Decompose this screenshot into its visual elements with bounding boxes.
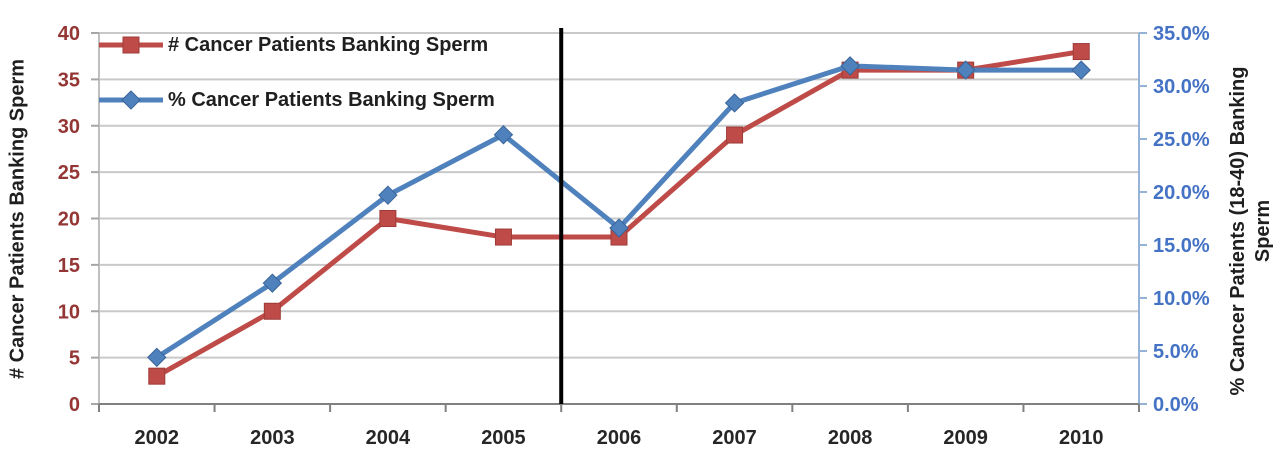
count-series-marker [148,367,166,385]
percent-series-marker [955,60,976,80]
right-axis-tick-label: 30.0% [1153,76,1210,98]
blue-diamond-line-sample-icon [99,90,163,110]
left-axis-tick-label: 30 [58,116,80,138]
left-axis-tick-label: 10 [58,301,80,323]
left-axis-tick-label: 35 [58,69,80,91]
percent-series-marker [262,273,283,293]
right-axis-tick-label: 5.0% [1153,341,1199,363]
percent-series-marker [724,93,745,113]
count-series-marker [494,228,512,246]
right-axis-tick-label: 20.0% [1153,182,1210,204]
percent-series-marker [493,125,514,145]
count-series-marker [379,210,397,227]
percent-series-marker [840,56,860,76]
right-axis-title: % Cancer Patients (18-40) Banking Sperm [1226,67,1276,396]
left-axis-tick-label: 15 [58,255,80,277]
right-axis-title-line-2: Sperm [1252,199,1274,263]
left-axis-tick-label: 25 [58,162,80,184]
percent-series-marker [147,347,167,368]
x-axis-label: 2007 [712,427,757,449]
right-axis-tick-label: 35.0% [1153,23,1210,45]
right-axis-tick-label: 10.0% [1153,288,1210,310]
left-axis-tick-label: 0 [69,394,80,416]
count-series-marker [726,126,744,144]
x-axis-label: 2008 [828,427,873,449]
left-axis-tick-label: 5 [69,348,80,370]
legend-item-count-series: # Cancer Patients Banking Sperm [99,33,488,57]
left-axis-title: # Cancer Patients Banking Sperm [6,58,29,380]
percent-series-marker [609,218,629,238]
x-axis-label: 2006 [597,427,642,449]
x-axis-label: 2010 [1059,427,1104,449]
left-axis-tick-label: 20 [58,209,80,231]
right-axis-tick-label: 25.0% [1153,129,1210,151]
x-axis-label: 2009 [943,427,988,449]
legend-label-percent-series: % Cancer Patients Banking Sperm [168,88,495,111]
x-axis-label: 2003 [250,427,295,449]
legend-item-percent-series: % Cancer Patients Banking Sperm [99,88,495,112]
x-axis-label: 2004 [366,427,411,449]
percent-series-marker [378,185,398,205]
legend-label-count-series: # Cancer Patients Banking Sperm [168,33,489,56]
left-axis-tick-label: 40 [58,23,80,45]
count-series-marker [263,302,281,320]
right-axis-title-line-1: % Cancer Patients (18-40) Banking [1227,66,1249,396]
right-axis-tick-label: 15.0% [1153,235,1210,257]
red-square-line-sample-icon [99,36,163,54]
x-axis-label: 2005 [481,427,526,449]
x-axis-label: 2002 [135,427,180,449]
right-axis-tick-label: 0.0% [1153,394,1199,416]
percent-series-marker [1071,60,1091,80]
count-series-marker [1072,43,1090,61]
